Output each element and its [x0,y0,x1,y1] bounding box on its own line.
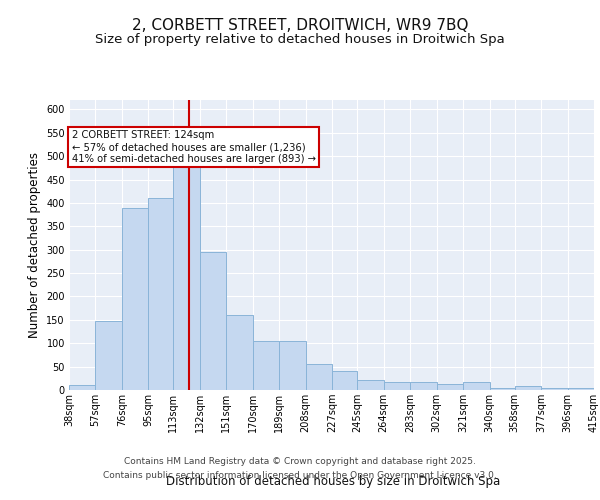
Bar [148,198,173,390]
Bar [332,372,357,390]
Text: Distribution of detached houses by size in Droitwich Spa: Distribution of detached houses by size … [166,474,500,488]
Bar [568,388,594,390]
Bar [463,382,490,390]
Bar [306,364,332,390]
Bar [226,315,253,390]
Text: Contains HM Land Registry data © Crown copyright and database right 2025.
Contai: Contains HM Land Registry data © Crown c… [103,458,497,479]
Y-axis label: Number of detached properties: Number of detached properties [28,152,41,338]
Bar [173,138,200,390]
Text: Size of property relative to detached houses in Droitwich Spa: Size of property relative to detached ho… [95,32,505,46]
Bar [357,380,384,390]
Bar [253,341,279,390]
Text: 2 CORBETT STREET: 124sqm
← 57% of detached houses are smaller (1,236)
41% of sem: 2 CORBETT STREET: 124sqm ← 57% of detach… [72,130,316,164]
Bar [122,208,148,390]
Bar [384,382,410,390]
Bar [541,388,568,390]
Bar [200,252,226,390]
Bar [279,341,306,390]
Bar [95,321,122,390]
Text: 2, CORBETT STREET, DROITWICH, WR9 7BQ: 2, CORBETT STREET, DROITWICH, WR9 7BQ [132,18,468,32]
Bar [490,388,515,390]
Bar [515,386,541,390]
Bar [69,386,95,390]
Bar [410,382,437,390]
Bar [437,384,463,390]
